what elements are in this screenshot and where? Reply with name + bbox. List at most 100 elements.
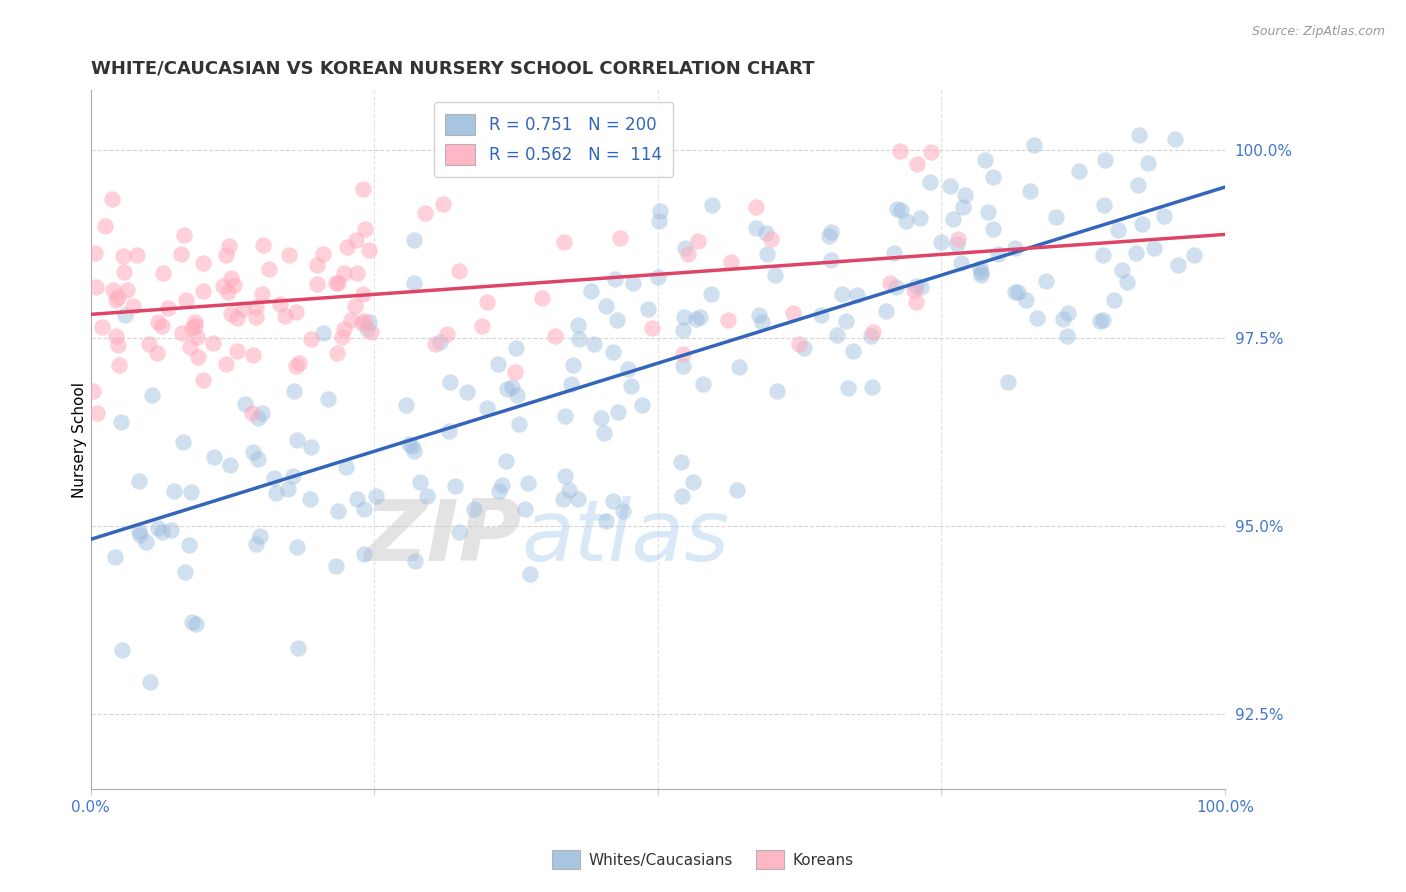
- Point: [127, 248, 149, 262]
- Point: [1004, 241, 1026, 255]
- Point: [318, 392, 340, 406]
- Point: [1125, 246, 1147, 260]
- Point: [648, 204, 671, 219]
- Point: [100, 192, 122, 206]
- Point: [1022, 137, 1045, 152]
- Point: [818, 228, 841, 243]
- Point: [595, 299, 617, 313]
- Point: [299, 332, 322, 346]
- Point: [353, 501, 375, 516]
- Point: [439, 424, 461, 438]
- Point: [1007, 285, 1029, 300]
- Point: [949, 256, 972, 270]
- Point: [766, 384, 789, 398]
- Point: [360, 325, 382, 339]
- Point: [352, 181, 374, 195]
- Point: [1143, 241, 1166, 255]
- Point: [890, 202, 912, 217]
- Point: [325, 558, 347, 573]
- Point: [997, 376, 1019, 390]
- Point: [751, 315, 773, 329]
- Point: [1128, 128, 1150, 143]
- Point: [942, 211, 965, 226]
- Point: [1035, 274, 1057, 288]
- Point: [700, 198, 723, 212]
- Point: [150, 524, 173, 539]
- Point: [84, 246, 107, 260]
- Point: [946, 237, 969, 252]
- Point: [439, 376, 461, 390]
- Point: [277, 482, 299, 496]
- Point: [606, 405, 628, 419]
- Point: [517, 475, 540, 490]
- Point: [593, 426, 616, 441]
- Point: [562, 358, 585, 372]
- Point: [173, 227, 195, 242]
- Point: [219, 307, 242, 321]
- Point: [409, 475, 432, 489]
- Point: [90, 319, 112, 334]
- Point: [496, 382, 519, 396]
- Legend: R = 0.751   N = 200, R = 0.562   N =  114: R = 0.751 N = 200, R = 0.562 N = 114: [433, 102, 673, 177]
- Point: [179, 340, 201, 354]
- Point: [810, 308, 832, 322]
- Point: [135, 534, 157, 549]
- Point: [115, 283, 138, 297]
- Point: [326, 504, 349, 518]
- Point: [312, 326, 335, 341]
- Point: [287, 433, 309, 447]
- Point: [325, 277, 347, 291]
- Point: [903, 283, 925, 297]
- Point: [503, 365, 526, 379]
- Point: [477, 401, 499, 415]
- Point: [193, 374, 215, 388]
- Point: [939, 179, 962, 194]
- Point: [277, 248, 299, 262]
- Point: [860, 379, 883, 393]
- Point: [146, 345, 169, 359]
- Point: [350, 316, 373, 330]
- Point: [1094, 153, 1116, 168]
- Point: [354, 221, 377, 235]
- Point: [366, 490, 388, 504]
- Point: [782, 306, 804, 320]
- Point: [1111, 263, 1133, 277]
- Point: [1090, 314, 1112, 328]
- Point: [353, 314, 375, 328]
- Point: [129, 528, 152, 542]
- Point: [252, 238, 274, 252]
- Point: [326, 277, 349, 291]
- Point: [404, 554, 426, 568]
- Point: [353, 547, 375, 561]
- Point: [307, 258, 329, 272]
- Point: [544, 328, 567, 343]
- Point: [1182, 248, 1205, 262]
- Point: [287, 356, 309, 370]
- Y-axis label: Nursery School: Nursery School: [72, 382, 87, 498]
- Point: [128, 474, 150, 488]
- Point: [283, 384, 305, 398]
- Point: [886, 280, 908, 294]
- Point: [673, 241, 696, 255]
- Point: [184, 315, 207, 329]
- Point: [232, 302, 254, 317]
- Point: [285, 305, 308, 319]
- Point: [404, 233, 426, 247]
- Point: [905, 157, 928, 171]
- Point: [748, 309, 770, 323]
- Point: [180, 484, 202, 499]
- Point: [756, 246, 779, 260]
- Point: [1045, 211, 1067, 225]
- Point: [245, 300, 267, 314]
- Point: [793, 341, 815, 355]
- Point: [602, 494, 624, 508]
- Point: [886, 202, 908, 216]
- Point: [104, 328, 127, 343]
- Point: [1102, 293, 1125, 308]
- Point: [1092, 197, 1115, 211]
- Point: [910, 279, 932, 293]
- Point: [1069, 164, 1091, 178]
- Point: [339, 313, 361, 327]
- Point: [981, 222, 1004, 236]
- Point: [1004, 285, 1026, 299]
